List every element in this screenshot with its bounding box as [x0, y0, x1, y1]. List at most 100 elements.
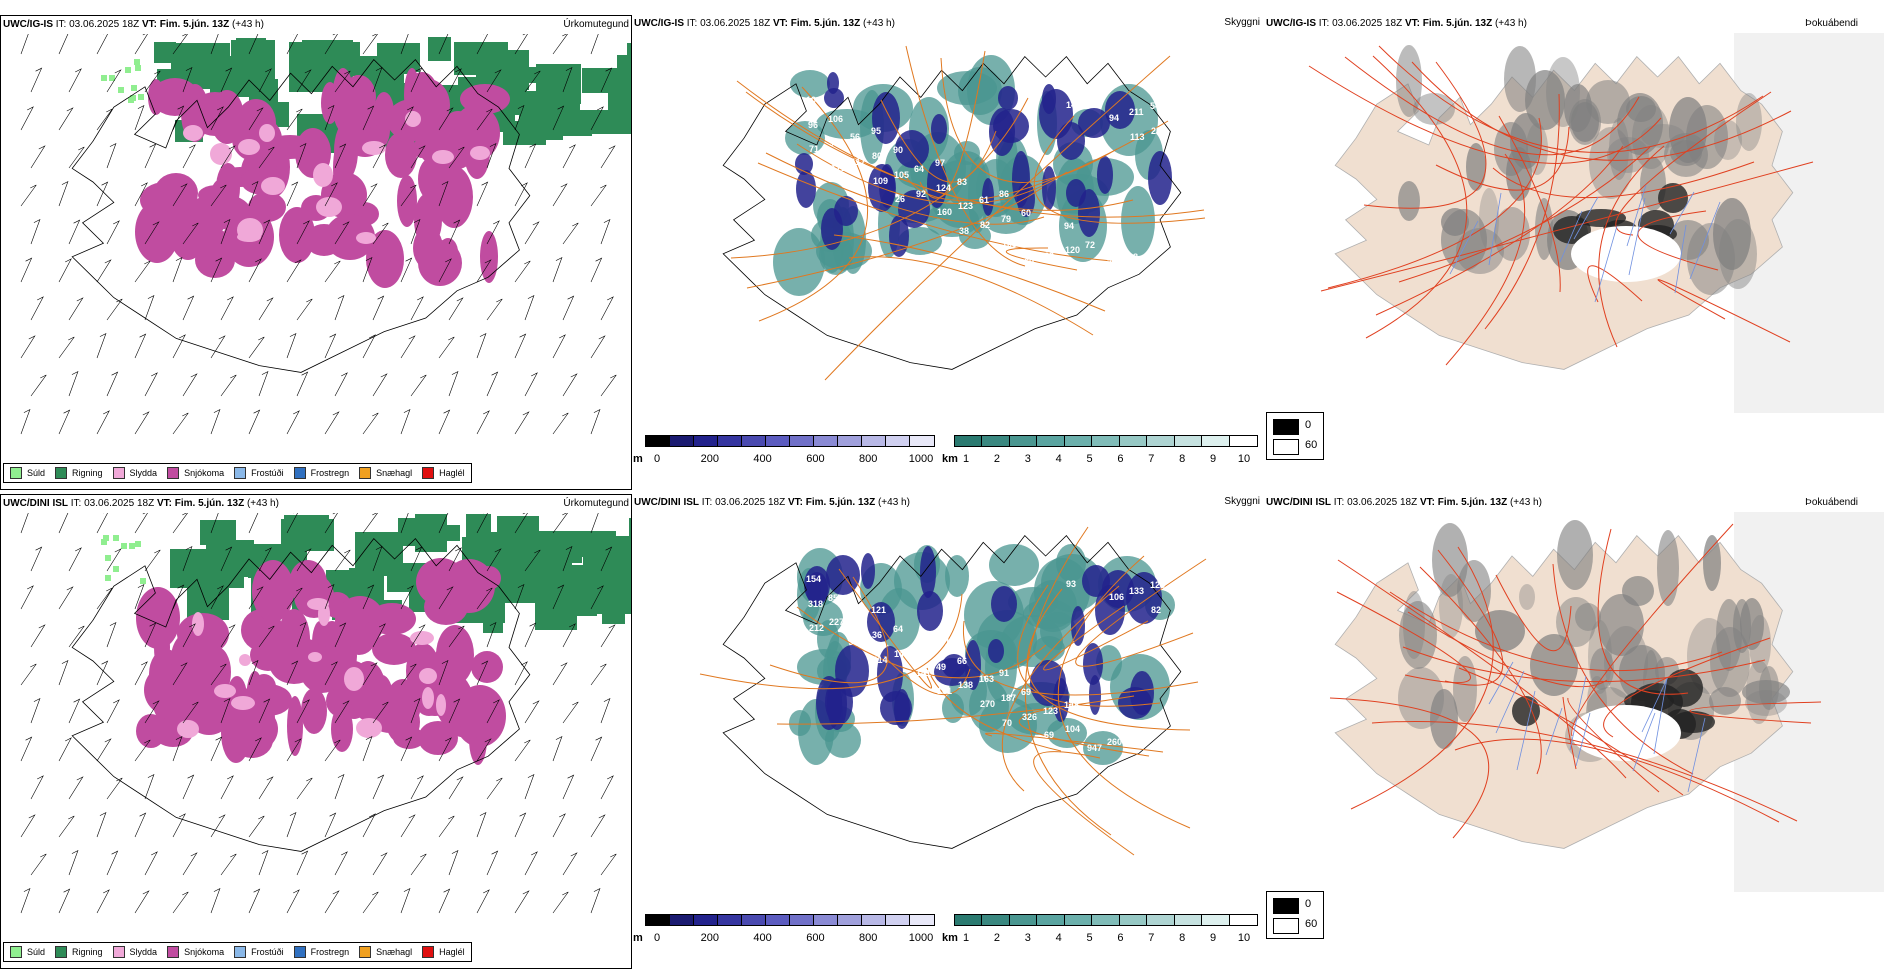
river — [1628, 197, 1646, 276]
colorbar-swatch — [837, 435, 863, 447]
colorbar-tick: 0 — [653, 453, 661, 465]
sleet-area — [362, 141, 386, 155]
drizzle-area — [109, 75, 115, 81]
road — [1437, 549, 1504, 686]
legend-label: Súld — [27, 947, 46, 957]
colorbar-tick: 5 — [1086, 932, 1093, 944]
visibility-values: 104 95 97 86 94 88 106 90 83 60 72 54 56 64 61 49 76 96 80… — [806, 95, 1166, 344]
wind-barb — [172, 183, 188, 207]
visibility-value: 161 — [937, 686, 952, 696]
visibility-value: 119 — [914, 643, 929, 653]
rain-area — [206, 540, 254, 577]
wind-barb — [182, 144, 196, 169]
cloud-base-area — [861, 553, 875, 589]
visibility-value: 124 — [936, 183, 951, 193]
road — [1389, 591, 1723, 672]
fog-area — [1749, 615, 1771, 673]
low-visibility-area — [937, 71, 997, 105]
wind-barb — [590, 184, 607, 207]
sleet-area — [313, 163, 333, 187]
legend-label: Snæhagl — [376, 947, 413, 957]
road-network — [730, 45, 1206, 381]
wind-barb — [362, 735, 373, 762]
wind-barb — [486, 850, 499, 876]
wind-barb — [562, 373, 578, 397]
colorbar-swatch — [789, 435, 815, 447]
colorbar-unit: m — [633, 453, 643, 465]
wind-barb — [514, 104, 525, 131]
snow-area — [366, 230, 404, 288]
wind-barb — [286, 738, 302, 762]
wind-barb — [324, 411, 340, 435]
wind-barb — [324, 513, 338, 534]
wind-barb — [20, 408, 31, 435]
wind-barb — [58, 888, 71, 914]
wind-barb — [220, 296, 234, 321]
visibility-value: 160 — [937, 207, 952, 217]
road — [1018, 707, 1150, 757]
low-visibility-area — [789, 710, 811, 736]
wind-barb — [286, 332, 297, 359]
wind-barb — [258, 625, 275, 648]
low-visibility-area — [898, 227, 942, 255]
visibility-value: 83 — [957, 177, 967, 187]
legend-item: Súld — [10, 467, 45, 479]
visibility-value: 140 — [894, 649, 909, 659]
wind-barb — [562, 66, 573, 93]
visibility-value: 148 — [1064, 700, 1079, 710]
wind-barb — [362, 412, 379, 435]
road — [1407, 611, 1608, 688]
legend-swatch — [167, 467, 180, 479]
wind-barb — [210, 257, 223, 283]
road — [1365, 55, 1468, 339]
visibility-value: 113 — [1130, 132, 1145, 142]
wind-barb — [486, 699, 500, 724]
wind-barb — [600, 67, 613, 93]
wind-barb — [552, 34, 568, 55]
cloud-base-area — [1066, 179, 1086, 207]
wind-barb — [448, 698, 461, 724]
cloud-base-area — [816, 676, 842, 730]
wind-barb — [476, 889, 490, 914]
road — [824, 55, 1171, 381]
wind-barb — [210, 814, 226, 838]
rain-area — [185, 56, 244, 83]
colorbar-swatch — [813, 914, 839, 926]
colorbar-unit: km — [942, 932, 958, 944]
drizzle-area — [138, 94, 144, 100]
visibility-value: 61 — [979, 195, 989, 205]
wind-barb — [514, 260, 531, 283]
legend-swatch — [234, 467, 247, 479]
visibility-value: 159 — [1087, 264, 1102, 274]
visibility-value: 64 — [914, 164, 924, 174]
road — [940, 57, 1118, 183]
visibility-value: 79 — [1001, 214, 1011, 224]
drizzle-area — [105, 575, 111, 581]
drizzle-area — [129, 543, 135, 549]
wind-barb — [182, 623, 196, 648]
wind-barb — [286, 889, 300, 914]
wind-barb — [210, 585, 224, 610]
fog-area — [1590, 648, 1614, 690]
colorbar-swatch — [645, 435, 671, 447]
visibility-value: 82 — [1151, 605, 1161, 615]
visibility-value: 60 — [1024, 257, 1034, 267]
visibility-value: 121 — [871, 605, 886, 615]
wind-barb — [58, 586, 74, 610]
visibility-value: 163 — [979, 674, 994, 684]
wind-barb — [296, 850, 309, 876]
legend-item: Snjókoma — [167, 467, 224, 479]
fog-legend-label: 0 — [1305, 419, 1312, 431]
wind-barb — [286, 181, 299, 207]
visibility-value: 117 — [851, 157, 866, 167]
wind-barb — [448, 625, 465, 648]
rain-area — [503, 121, 546, 145]
fog-legend-label: 0 — [1305, 898, 1312, 910]
panel-title: Úrkomutegund — [563, 498, 629, 509]
visibility-value: 83 — [850, 611, 860, 621]
colorbar-swatch — [813, 435, 839, 447]
wind-barb — [144, 372, 158, 397]
drizzle-area — [128, 97, 134, 103]
wind-barb — [68, 297, 84, 321]
wind-barb — [172, 412, 189, 435]
